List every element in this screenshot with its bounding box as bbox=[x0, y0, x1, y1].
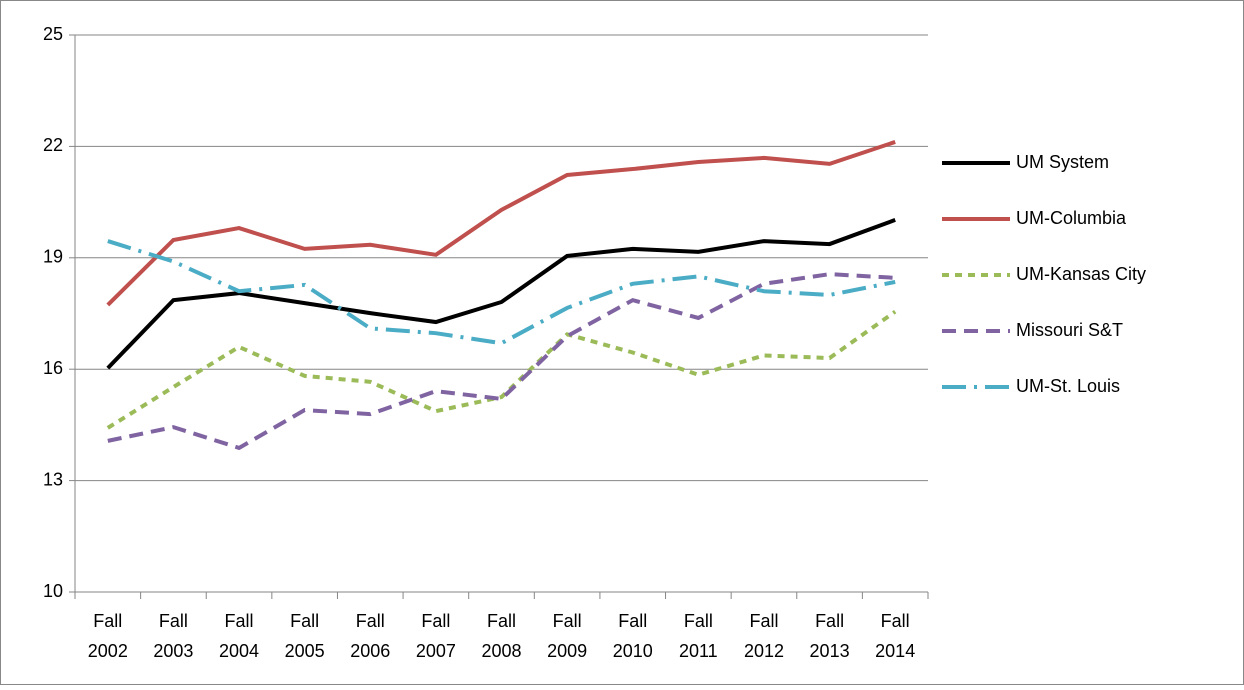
legend-label: UM-Columbia bbox=[1016, 208, 1127, 228]
x-tick-label: Fall 2010 bbox=[613, 611, 653, 661]
y-tick-label: 22 bbox=[43, 135, 63, 155]
x-tick-label: Fall 2007 bbox=[416, 611, 456, 661]
legend-label: UM-Kansas City bbox=[1016, 264, 1146, 284]
x-tick-label: Fall 2011 bbox=[679, 611, 718, 661]
x-tick-label: Fall 2006 bbox=[350, 611, 390, 661]
x-tick-label: Fall 2004 bbox=[219, 611, 259, 661]
x-tick-label: Fall 2013 bbox=[810, 611, 850, 661]
x-tick-label: Fall 2005 bbox=[285, 611, 325, 661]
legend-label: UM System bbox=[1016, 152, 1109, 172]
y-tick-label: 25 bbox=[43, 24, 63, 44]
series-line bbox=[107, 239, 896, 346]
y-tick-label: 16 bbox=[43, 358, 63, 378]
series-line bbox=[106, 310, 897, 430]
x-tick-label: Fall 2002 bbox=[88, 611, 128, 661]
y-tick-label: 10 bbox=[43, 581, 63, 601]
x-tick-label: Fall 2012 bbox=[744, 611, 784, 661]
legend-label: Missouri S&T bbox=[1016, 320, 1123, 340]
y-tick-label: 19 bbox=[43, 247, 63, 267]
series-line bbox=[106, 140, 896, 307]
x-tick-label: Fall 2009 bbox=[547, 611, 587, 661]
x-tick-label: Fall 2003 bbox=[153, 611, 193, 661]
x-tick-label: Fall 2014 bbox=[875, 611, 915, 661]
legend-label: UM-St. Louis bbox=[1016, 376, 1120, 396]
series-line bbox=[107, 272, 896, 451]
x-tick-label: Fall 2008 bbox=[481, 611, 521, 661]
y-tick-label: 13 bbox=[43, 469, 63, 489]
